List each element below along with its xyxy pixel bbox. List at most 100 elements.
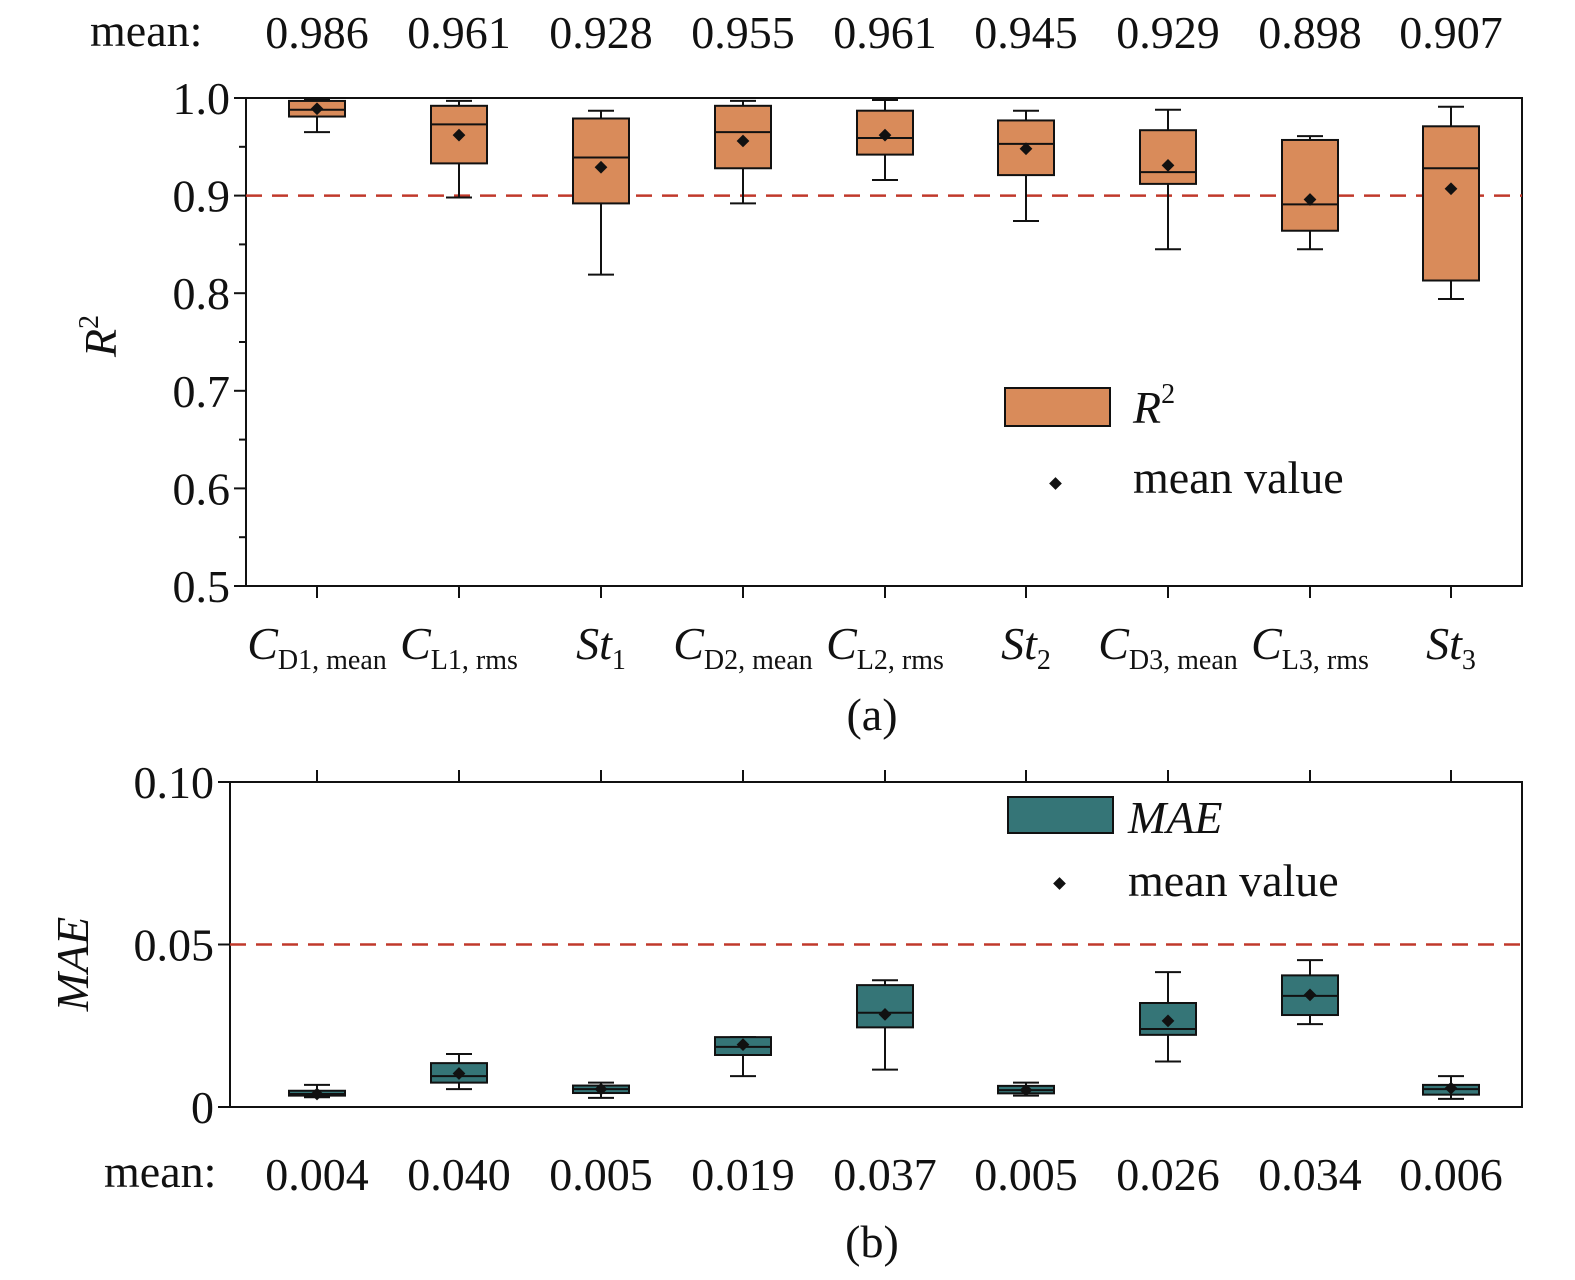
legend-label-r2-main: R: [1132, 382, 1161, 433]
y-axis-label-b: MAE: [47, 917, 98, 1013]
boxes-a: [288, 97, 1480, 301]
box-9: [1422, 105, 1480, 301]
y-tick-label: 0.05: [134, 920, 215, 971]
mean-value-label: 0.961: [833, 7, 937, 58]
box-iqr: [1422, 125, 1480, 282]
y-tick-label: 0: [191, 1082, 214, 1133]
legend-swatch-b: [1007, 796, 1114, 834]
legend-label-r2-sup: 2: [1161, 379, 1175, 410]
category-label-sub: L1, rms: [431, 645, 518, 676]
category-label-main: C: [1098, 618, 1130, 669]
box-4: [714, 99, 772, 205]
mean-prefix-a: mean:: [90, 5, 202, 56]
category-label-main: C: [1251, 618, 1283, 669]
box-8: [1281, 959, 1339, 1026]
category-label: CD2, mean: [673, 618, 813, 676]
boxes-b: [288, 959, 1480, 1101]
category-label-main: C: [247, 618, 279, 669]
mean-value-label: 0.006: [1399, 1149, 1503, 1200]
y-tick-label: 0.5: [173, 561, 231, 612]
category-label-main: C: [400, 618, 432, 669]
mean-value-label: 0.026: [1116, 1149, 1220, 1200]
box-iqr: [856, 984, 914, 1029]
category-label: CL3, rms: [1251, 618, 1369, 676]
category-label-main: St: [1426, 618, 1463, 669]
mean-value-label: 0.005: [974, 1149, 1078, 1200]
panel-label-a: (a): [846, 689, 897, 740]
mean-value-label: 0.907: [1399, 7, 1503, 58]
mean-values-b: 0.004 0.040 0.005 0.019 0.037 0.005 0.026 0.034…: [265, 1149, 1503, 1200]
category-label-sub: 3: [1462, 645, 1476, 676]
box-iqr: [1281, 138, 1339, 232]
category-label-sub: L3, rms: [1282, 645, 1369, 676]
category-label: St3: [1426, 618, 1476, 676]
legend-label-mae: MAE: [1127, 792, 1223, 843]
legend-b: MAE mean value: [1007, 792, 1339, 906]
y-tick-label: 1.0: [173, 73, 231, 124]
category-label-main: C: [826, 618, 858, 669]
mean-value-label: 0.898: [1258, 7, 1362, 58]
mean-marker: [1444, 1081, 1458, 1095]
x-axis-ticks-a: [316, 586, 1452, 598]
panel-a-r2: mean: 0.986 0.961 0.928 0.955 0.961 0.945 0.92…: [74, 5, 1523, 740]
legend-a: R2 mean value: [1004, 379, 1344, 503]
mean-value-label: 0.019: [691, 1149, 795, 1200]
category-label-sub: D3, mean: [1129, 645, 1238, 676]
box-4: [714, 1036, 772, 1078]
legend-swatch-a: [1004, 387, 1111, 427]
box-3: [572, 109, 630, 276]
category-label-main: St: [576, 618, 613, 669]
y-axis-label-a: R2: [74, 315, 126, 358]
y-tick-label: 0.8: [173, 268, 231, 319]
category-label-main: C: [673, 618, 705, 669]
legend-mean-marker-b: [1053, 877, 1066, 890]
mean-value-label: 0.034: [1258, 1149, 1362, 1200]
y-axis-ticks-a: 0.5 0.6 0.7 0.8 0.9 1.0: [173, 73, 246, 612]
mean-value-label: 0.928: [549, 7, 653, 58]
y-tick-label: 0.6: [173, 463, 231, 514]
mean-value-label: 0.040: [407, 1149, 511, 1200]
category-label-sub: 2: [1037, 645, 1051, 676]
category-label-sub: 1: [612, 645, 626, 676]
y-axis-label-a-main: R: [75, 329, 126, 358]
box-8: [1281, 135, 1339, 251]
mean-value-label: 0.004: [265, 1149, 369, 1200]
box-6: [997, 1081, 1055, 1097]
box-7: [1139, 108, 1197, 251]
box-3: [572, 1081, 630, 1099]
mean-value-label: 0.961: [407, 7, 511, 58]
box-2: [430, 99, 488, 199]
y-tick-label: 0.10: [134, 757, 215, 808]
mean-value-label: 0.929: [1116, 7, 1220, 58]
category-label-sub: L2, rms: [857, 645, 944, 676]
category-label: CD3, mean: [1098, 618, 1238, 676]
category-label: St2: [1001, 618, 1051, 676]
panel-label-b: (b): [845, 1216, 899, 1267]
box-1: [288, 97, 346, 134]
category-label: CD1, mean: [247, 618, 387, 676]
category-label: St1: [576, 618, 626, 676]
legend-label-mean-b: mean value: [1128, 855, 1339, 906]
box-1: [288, 1083, 346, 1101]
legend-label-r2: R2: [1132, 379, 1175, 433]
mean-value-label: 0.986: [265, 7, 369, 58]
mean-value-label: 0.005: [549, 1149, 653, 1200]
category-label-main: St: [1001, 618, 1038, 669]
box-2: [430, 1053, 488, 1091]
mean-values-a: 0.986 0.961 0.928 0.955 0.961 0.945 0.929 0.898…: [265, 7, 1503, 58]
y-axis-label-a-sup: 2: [74, 315, 105, 329]
y-tick-label: 0.7: [173, 366, 231, 417]
mean-marker: [452, 128, 466, 142]
x-axis-ticks-b: [316, 770, 1452, 782]
box-5: [856, 979, 914, 1071]
mean-value-label: 0.955: [691, 7, 795, 58]
category-label-sub: D2, mean: [704, 645, 813, 676]
mean-value-label: 0.945: [974, 7, 1078, 58]
y-axis-ticks-b: 0 0.05 0.10: [134, 757, 230, 1133]
box-6: [997, 109, 1055, 222]
category-labels: CD1, mean CL1, rms St1 CD2, mean CL2, rms St2…: [247, 618, 1476, 676]
box-iqr: [1139, 129, 1197, 185]
panel-b-mae: 0 0.05 0.10 MAE MAE mean value mean: 0.004…: [47, 757, 1523, 1267]
box-9: [1422, 1075, 1480, 1100]
